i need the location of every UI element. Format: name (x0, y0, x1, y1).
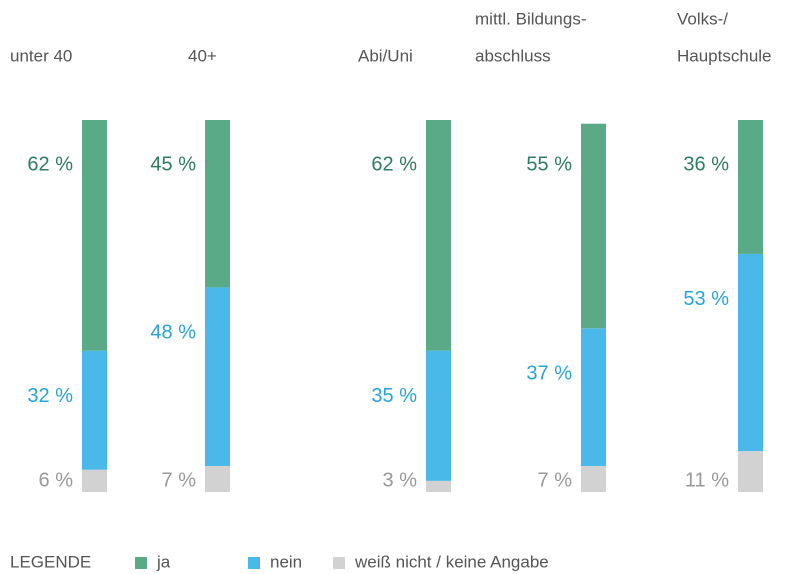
bar-segment (82, 120, 107, 351)
legend-label: weiß nicht / keine Angabe (354, 552, 549, 571)
category-label: Volks-/ (677, 9, 728, 28)
value-label: 3 % (383, 469, 418, 491)
legend-label: ja (156, 552, 171, 571)
bar-segment (205, 287, 230, 466)
legend-swatch (248, 557, 260, 569)
bar-segment (426, 350, 451, 481)
value-label: 7 % (538, 469, 573, 491)
value-label: 11 % (685, 469, 729, 491)
value-label: 36 % (683, 153, 729, 175)
value-label: 62 % (27, 153, 73, 175)
bar-segment (738, 120, 763, 254)
value-label: 6 % (39, 469, 74, 491)
bar-segment (581, 123, 606, 329)
bar-segment (738, 451, 763, 492)
value-label: 32 % (27, 385, 73, 407)
value-label: 45 % (150, 153, 196, 175)
value-label: 62 % (371, 153, 417, 175)
category-label: Hauptschule (677, 46, 772, 65)
value-label: 53 % (683, 288, 729, 310)
bar-segment (738, 253, 763, 452)
legend-title: LEGENDE (10, 552, 91, 571)
legend-swatch (135, 557, 147, 569)
bar-segment (82, 350, 107, 470)
bar-segment (426, 480, 451, 492)
category-label: unter 40 (10, 46, 72, 65)
value-label: 37 % (526, 363, 572, 385)
legend-swatch (333, 557, 345, 569)
category-label: 40+ (188, 46, 217, 65)
category-label: abschluss (475, 46, 551, 65)
value-label: 48 % (150, 322, 196, 344)
bar-segment (581, 328, 606, 466)
bar-segment (581, 465, 606, 492)
bar-segment (426, 120, 451, 351)
category-label: mittl. Bildungs- (475, 9, 586, 28)
value-label: 35 % (371, 385, 417, 407)
bar-segment (205, 465, 230, 492)
category-label: Abi/Uni (358, 46, 413, 65)
value-label: 7 % (162, 469, 197, 491)
bar-segment (82, 469, 107, 492)
bar-segment (205, 120, 230, 288)
value-label: 55 % (526, 153, 572, 175)
legend-label: nein (270, 552, 302, 571)
